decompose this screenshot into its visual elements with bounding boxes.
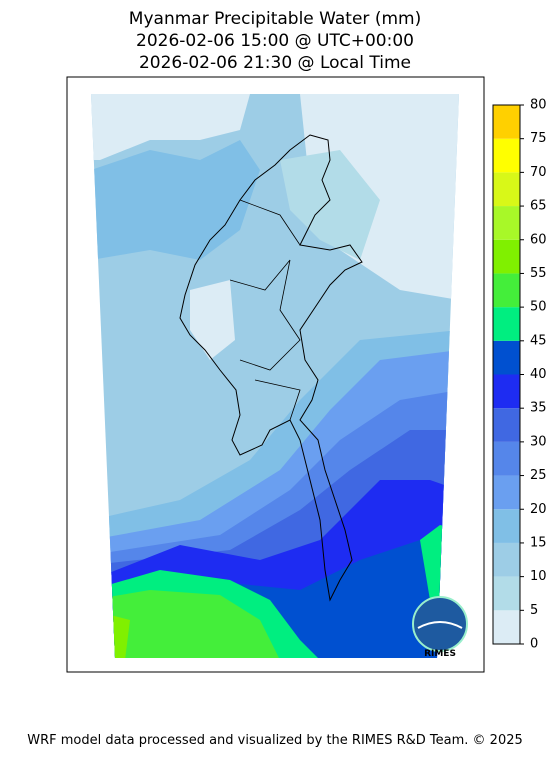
colorbar-level (493, 239, 520, 274)
colorbar-level (493, 172, 520, 207)
colorbar-tick-label: 45 (530, 333, 547, 348)
map-frame (66, 76, 485, 673)
colorbar-level (493, 138, 520, 173)
colorbar-level (493, 340, 520, 375)
colorbar-tick-label: 30 (530, 434, 547, 449)
colorbar-level (493, 105, 520, 139)
title-line: 2026-02-06 15:00 @ UTC+00:00 (136, 31, 414, 51)
colorbar-level (493, 542, 520, 577)
colorbar-tick-label: 80 (530, 98, 547, 113)
colorbar: 0 5 10 15 20 25 30 35 40 45 50 55 60 65 70 75 80 (493, 98, 547, 652)
colorbar-frame (492, 104, 521, 645)
colorbar-level (493, 307, 520, 341)
colorbar-tick-label: 70 (530, 165, 547, 180)
footer: WRF model data processed and visualized … (27, 733, 523, 748)
colorbar-level (493, 273, 520, 308)
colorbar-level (493, 408, 520, 442)
title-line: Myanmar Precipitable Water (mm) (129, 9, 421, 29)
title-line: 2026-02-06 21:30 @ Local Time (139, 53, 411, 73)
colorbar-tick-label: 5 (530, 603, 538, 618)
colorbar-tick-label: 60 (530, 232, 547, 247)
colorbar-tick-label: 25 (530, 468, 547, 483)
colorbar-tick-label: 50 (530, 300, 547, 315)
colorbar-tick-label: 35 (530, 401, 547, 416)
colorbar-tick-label: 20 (530, 502, 547, 517)
colorbar-level (493, 441, 520, 476)
colorbar-tick-label: 75 (530, 131, 547, 146)
logo-text: RIMES (424, 649, 456, 659)
logo: RIMES (412, 596, 468, 659)
state-border (229, 199, 301, 421)
colorbar-tick-label: 65 (530, 199, 547, 214)
colorbar-level (493, 610, 520, 644)
colorbar-tick-label: 15 (530, 535, 547, 550)
country-border (179, 134, 363, 602)
colorbar-tick-label: 40 (530, 367, 547, 382)
colorbar-level (493, 206, 520, 240)
colorbar-level (493, 374, 520, 409)
colorbar-level (493, 576, 520, 611)
colorbar-level (493, 509, 520, 543)
colorbar-level (493, 475, 520, 510)
colorbar-tick-label: 0 (530, 637, 538, 652)
colorbar-tick-label: 55 (530, 266, 547, 281)
colorbar-tick-label: 10 (530, 569, 547, 584)
